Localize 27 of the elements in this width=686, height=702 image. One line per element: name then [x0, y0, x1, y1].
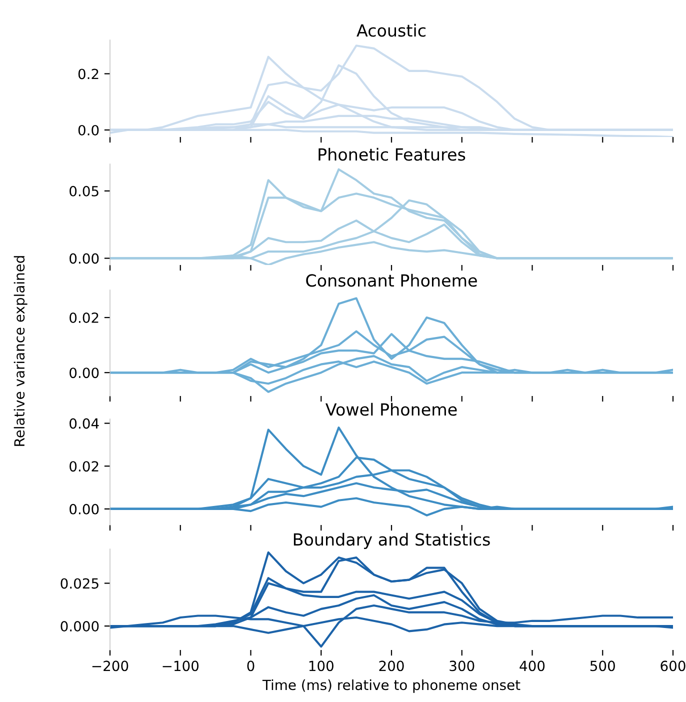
- y-axis-title: Relative variance explained: [14, 256, 28, 446]
- y-tick-label: 0.025: [60, 578, 98, 589]
- y-tick-label: 0.00: [70, 253, 99, 264]
- x-tick-label: 500: [590, 660, 615, 672]
- y-tick-label: 0.02: [70, 461, 98, 472]
- chart-title: Consonant Phoneme: [306, 274, 477, 287]
- x-tick-label: −100: [162, 660, 199, 672]
- x-tick-label: 300: [450, 660, 474, 672]
- chart-title: Phonetic Features: [318, 148, 466, 161]
- y-tick-label: 0.05: [70, 186, 98, 196]
- y-tick-label: 0.2: [78, 68, 98, 80]
- chart-title: Acoustic: [356, 24, 426, 37]
- chart-title: Boundary and Statistics: [294, 532, 490, 549]
- x-tick-label: 600: [660, 660, 686, 672]
- x-tick-label: 0: [247, 660, 254, 672]
- x-tick-label: −200: [92, 660, 128, 672]
- y-tick-label: 0.000: [60, 621, 99, 632]
- x-tick-label: 200: [379, 660, 404, 672]
- y-tick-label: 0.00: [70, 368, 99, 378]
- y-tick-label: 0.04: [70, 418, 99, 429]
- y-tick-label: 0.0: [78, 124, 99, 136]
- x-tick-label: 100: [309, 660, 334, 672]
- x-axis-title: Time (ms) relative to phoneme onset: [262, 679, 520, 693]
- y-tick-label: 0.02: [70, 312, 98, 324]
- chart-title: Vowel Phoneme: [326, 402, 457, 416]
- x-tick-label: 400: [520, 660, 545, 672]
- y-tick-label: 0.00: [70, 504, 99, 514]
